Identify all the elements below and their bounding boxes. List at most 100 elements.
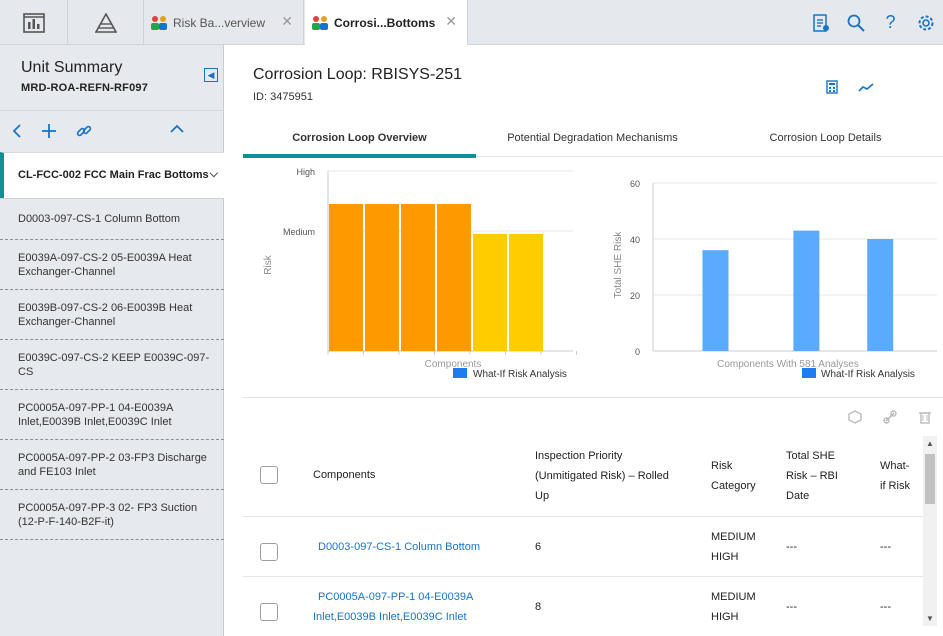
table-header: Components Inspection Priority (Unmitiga… xyxy=(243,440,924,517)
col-header-components[interactable]: Components xyxy=(313,469,376,481)
y-axis-label: Total SHE Risk xyxy=(613,231,624,299)
link-line: PC0005A-097-PP-1 04-E0039A xyxy=(318,591,474,603)
help-icon[interactable]: ? xyxy=(885,12,896,32)
she-risk-value: --- xyxy=(786,541,797,553)
list-item[interactable]: PC0005A-097-PP-3 02- FP3 Suction (12-P-F… xyxy=(0,490,224,540)
col-header-inspection-priority[interactable]: Inspection Priority (Unmitigated Risk) –… xyxy=(535,446,669,506)
header-line: if Risk xyxy=(880,480,910,492)
tab-risk-overview[interactable]: Risk Ba...verview ✕ xyxy=(144,0,304,45)
link-icon[interactable] xyxy=(76,123,92,142)
header-line: Risk – RBI xyxy=(786,470,838,482)
y-axis-label: Risk xyxy=(263,254,274,274)
tab-label: Risk Ba...verview xyxy=(173,15,266,30)
header-line: What- xyxy=(880,460,910,472)
list-item[interactable]: E0039B-097-CS-2 06-E0039B Heat Exchanger… xyxy=(0,290,224,340)
gear-icon[interactable] xyxy=(908,14,943,32)
legend-swatch xyxy=(453,368,467,378)
link-icon[interactable] xyxy=(872,410,907,424)
charts-area: High Medium Risk Components What-If Risk Ana… xyxy=(243,157,943,397)
dashboard-button[interactable] xyxy=(0,0,68,45)
table-row[interactable]: PC0005A-097-PP-1 04-E0039A Inlet,E0039B … xyxy=(243,577,924,636)
bar xyxy=(867,239,894,351)
list-item[interactable]: E0039C-097-CS-2 KEEP E0039C-097-CS xyxy=(0,340,224,390)
priority-value: 6 xyxy=(535,541,542,553)
list-item[interactable]: D0003-097-CS-1 Column Bottom xyxy=(0,198,224,240)
checklist-icon[interactable] xyxy=(803,13,838,32)
legend-label: What-If Risk Analysis xyxy=(821,369,915,380)
tab-corrosion-loop-overview[interactable]: Corrosion Loop Overview xyxy=(243,120,476,158)
close-icon[interactable]: ✕ xyxy=(281,13,293,29)
tab-potential-degradation-mechanisms[interactable]: Potential Degradation Mechanisms xyxy=(476,120,709,156)
x-axis-label: Components xyxy=(425,359,482,370)
trend-icon[interactable] xyxy=(858,82,874,96)
chevron-left-icon: ◀ xyxy=(207,69,215,80)
list-item[interactable]: E0039A-097-CS-2 05-E0039A Heat Exchanger… xyxy=(0,240,224,290)
divider xyxy=(243,397,943,398)
header-line: Inspection Priority xyxy=(535,450,623,462)
col-header-total-she-risk[interactable]: Total SHE Risk – RBI Date xyxy=(786,446,838,506)
unit-summary-title: Unit Summary xyxy=(21,59,123,76)
chevron-down-icon[interactable]: ⌵ xyxy=(209,168,218,180)
tab-corrosion-loop-details[interactable]: Corrosion Loop Details xyxy=(709,120,942,156)
row-checkbox[interactable] xyxy=(260,603,278,621)
risk-category-value: MEDIUM HIGH xyxy=(711,587,756,627)
bar xyxy=(702,250,729,351)
header-line: Up xyxy=(535,490,550,502)
people-icon xyxy=(311,15,329,31)
main-panel: Corrosion Loop: RBISYS-251 ID: 3475951 C… xyxy=(225,45,943,636)
table-scrollbar[interactable]: ▲ ▼ xyxy=(923,436,937,626)
risk-category-value: MEDIUM HIGH xyxy=(711,527,756,567)
y-tick-label: 20 xyxy=(630,291,640,301)
list-item-label: E0039B-097-CS-2 06-E0039B Heat Exchanger… xyxy=(18,301,193,328)
select-all-checkbox[interactable] xyxy=(260,466,278,484)
unit-summary-header: Unit Summary MRD-ROA-REFN-RF097 xyxy=(0,45,223,110)
what-if-value: --- xyxy=(880,541,891,553)
col-header-what-if-risk[interactable]: What- if Risk xyxy=(880,456,910,496)
list-item-label: PC0005A-097-PP-2 03-FP3 Discharge and FE… xyxy=(18,451,207,478)
close-icon[interactable]: ✕ xyxy=(445,13,457,29)
what-if-value: --- xyxy=(880,601,891,613)
table-row[interactable]: D0003-097-CS-1 Column Bottom 6 MEDIUM HI… xyxy=(243,517,924,577)
home-button[interactable] xyxy=(68,0,144,45)
scroll-up-icon[interactable]: ▲ xyxy=(926,439,934,448)
header-line: Date xyxy=(786,490,810,502)
page-id: ID: 3475951 xyxy=(253,91,313,103)
tab-label: Corrosion Loop Overview xyxy=(292,132,427,144)
list-item[interactable]: PC0005A-097-PP-2 03-FP3 Discharge and FE… xyxy=(0,440,224,490)
list-item-selected[interactable]: CL-FCC-002 FCC Main Frac Bottoms ⌵ xyxy=(0,152,224,198)
y-tick-label: High xyxy=(296,167,315,177)
collapse-panel-button[interactable]: ◀ xyxy=(204,68,218,82)
scroll-down-icon[interactable]: ▼ xyxy=(926,614,934,623)
add-icon[interactable] xyxy=(41,123,57,142)
bar xyxy=(365,204,399,351)
trash-icon[interactable] xyxy=(907,410,942,424)
scroll-thumb[interactable] xyxy=(925,454,935,504)
top-right-icons: ? xyxy=(803,0,943,45)
list-item[interactable]: PC0005A-097-PP-1 04-E0039A Inlet,E0039B … xyxy=(0,390,224,440)
header-line: Category xyxy=(711,480,756,492)
col-header-risk-category[interactable]: Risk Category xyxy=(711,456,756,496)
copy-icon[interactable] xyxy=(837,410,872,424)
component-link[interactable]: PC0005A-097-PP-1 04-E0039A Inlet,E0039B … xyxy=(313,587,473,627)
page-title: Corrosion Loop: RBISYS-251 xyxy=(253,66,462,83)
component-link[interactable]: D0003-097-CS-1 Column Bottom xyxy=(318,541,481,553)
back-icon[interactable] xyxy=(11,123,23,142)
risk-line: HIGH xyxy=(711,611,739,623)
bar xyxy=(401,204,435,351)
y-tick-label: 0 xyxy=(635,347,640,357)
search-icon[interactable] xyxy=(838,14,873,32)
row-checkbox[interactable] xyxy=(260,543,278,561)
tab-label: Corrosion Loop Details xyxy=(769,132,882,144)
chevron-up-icon[interactable] xyxy=(169,123,185,138)
tab-corrosion-bottoms[interactable]: Corrosi...Bottoms ✕ xyxy=(305,0,468,46)
bar xyxy=(437,204,471,351)
priority-value: 8 xyxy=(535,601,542,613)
left-panel: Unit Summary MRD-ROA-REFN-RF097 ◀ CL-FCC… xyxy=(0,45,224,636)
list-item-label: CL-FCC-002 FCC Main Frac Bottoms xyxy=(18,169,209,181)
header-line: (Unmitigated Risk) – Rolled xyxy=(535,470,669,482)
calculator-icon[interactable] xyxy=(826,80,838,97)
list-item-label: E0039A-097-CS-2 05-E0039A Heat Exchanger… xyxy=(18,251,192,278)
main-tabs: Corrosion Loop Overview Potential Degrad… xyxy=(243,120,943,158)
